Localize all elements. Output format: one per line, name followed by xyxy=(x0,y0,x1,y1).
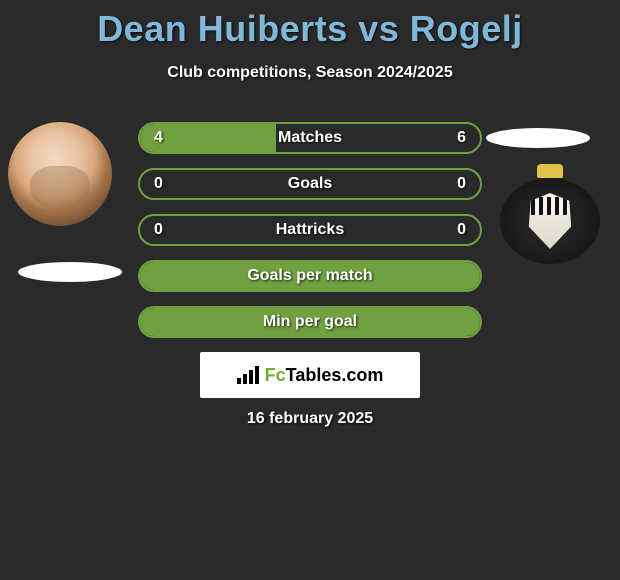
brand-badge: FcTables.com xyxy=(200,352,420,398)
player2-club-crest xyxy=(500,178,600,264)
comparison-rows: 4 6 Matches 0 0 Goals 0 0 Hattricks Goals per mat… xyxy=(138,122,482,352)
page-subtitle: Club competitions, Season 2024/2025 xyxy=(0,64,620,82)
stat-label: Goals xyxy=(288,175,332,193)
stat-value-right: 6 xyxy=(457,124,466,152)
crest-shield-icon xyxy=(527,193,573,249)
stat-value-right: 0 xyxy=(457,216,466,244)
bar-chart-icon xyxy=(237,366,259,384)
stat-row: 4 6 Matches xyxy=(138,122,482,154)
stat-value-left: 4 xyxy=(154,124,163,152)
player1-club-badge-placeholder xyxy=(18,262,122,282)
stat-value-left: 0 xyxy=(154,170,163,198)
stat-label: Min per goal xyxy=(263,313,357,331)
crest-crown-icon xyxy=(537,164,563,178)
stat-row: 0 0 Hattricks xyxy=(138,214,482,246)
snapshot-date: 16 february 2025 xyxy=(0,410,620,428)
player1-avatar xyxy=(8,122,112,226)
stat-label: Matches xyxy=(278,129,342,147)
stat-row: 0 0 Goals xyxy=(138,168,482,200)
brand-prefix: Fc xyxy=(265,365,286,385)
page-title: Dean Huiberts vs Rogelj xyxy=(0,0,620,50)
brand-text: FcTables.com xyxy=(265,365,384,386)
stat-label: Goals per match xyxy=(247,267,372,285)
stat-row: Min per goal xyxy=(138,306,482,338)
stat-row: Goals per match xyxy=(138,260,482,292)
player2-avatar-placeholder xyxy=(486,128,590,148)
stat-value-left: 0 xyxy=(154,216,163,244)
brand-suffix: Tables.com xyxy=(286,365,384,385)
stat-label: Hattricks xyxy=(276,221,344,239)
stat-value-right: 0 xyxy=(457,170,466,198)
